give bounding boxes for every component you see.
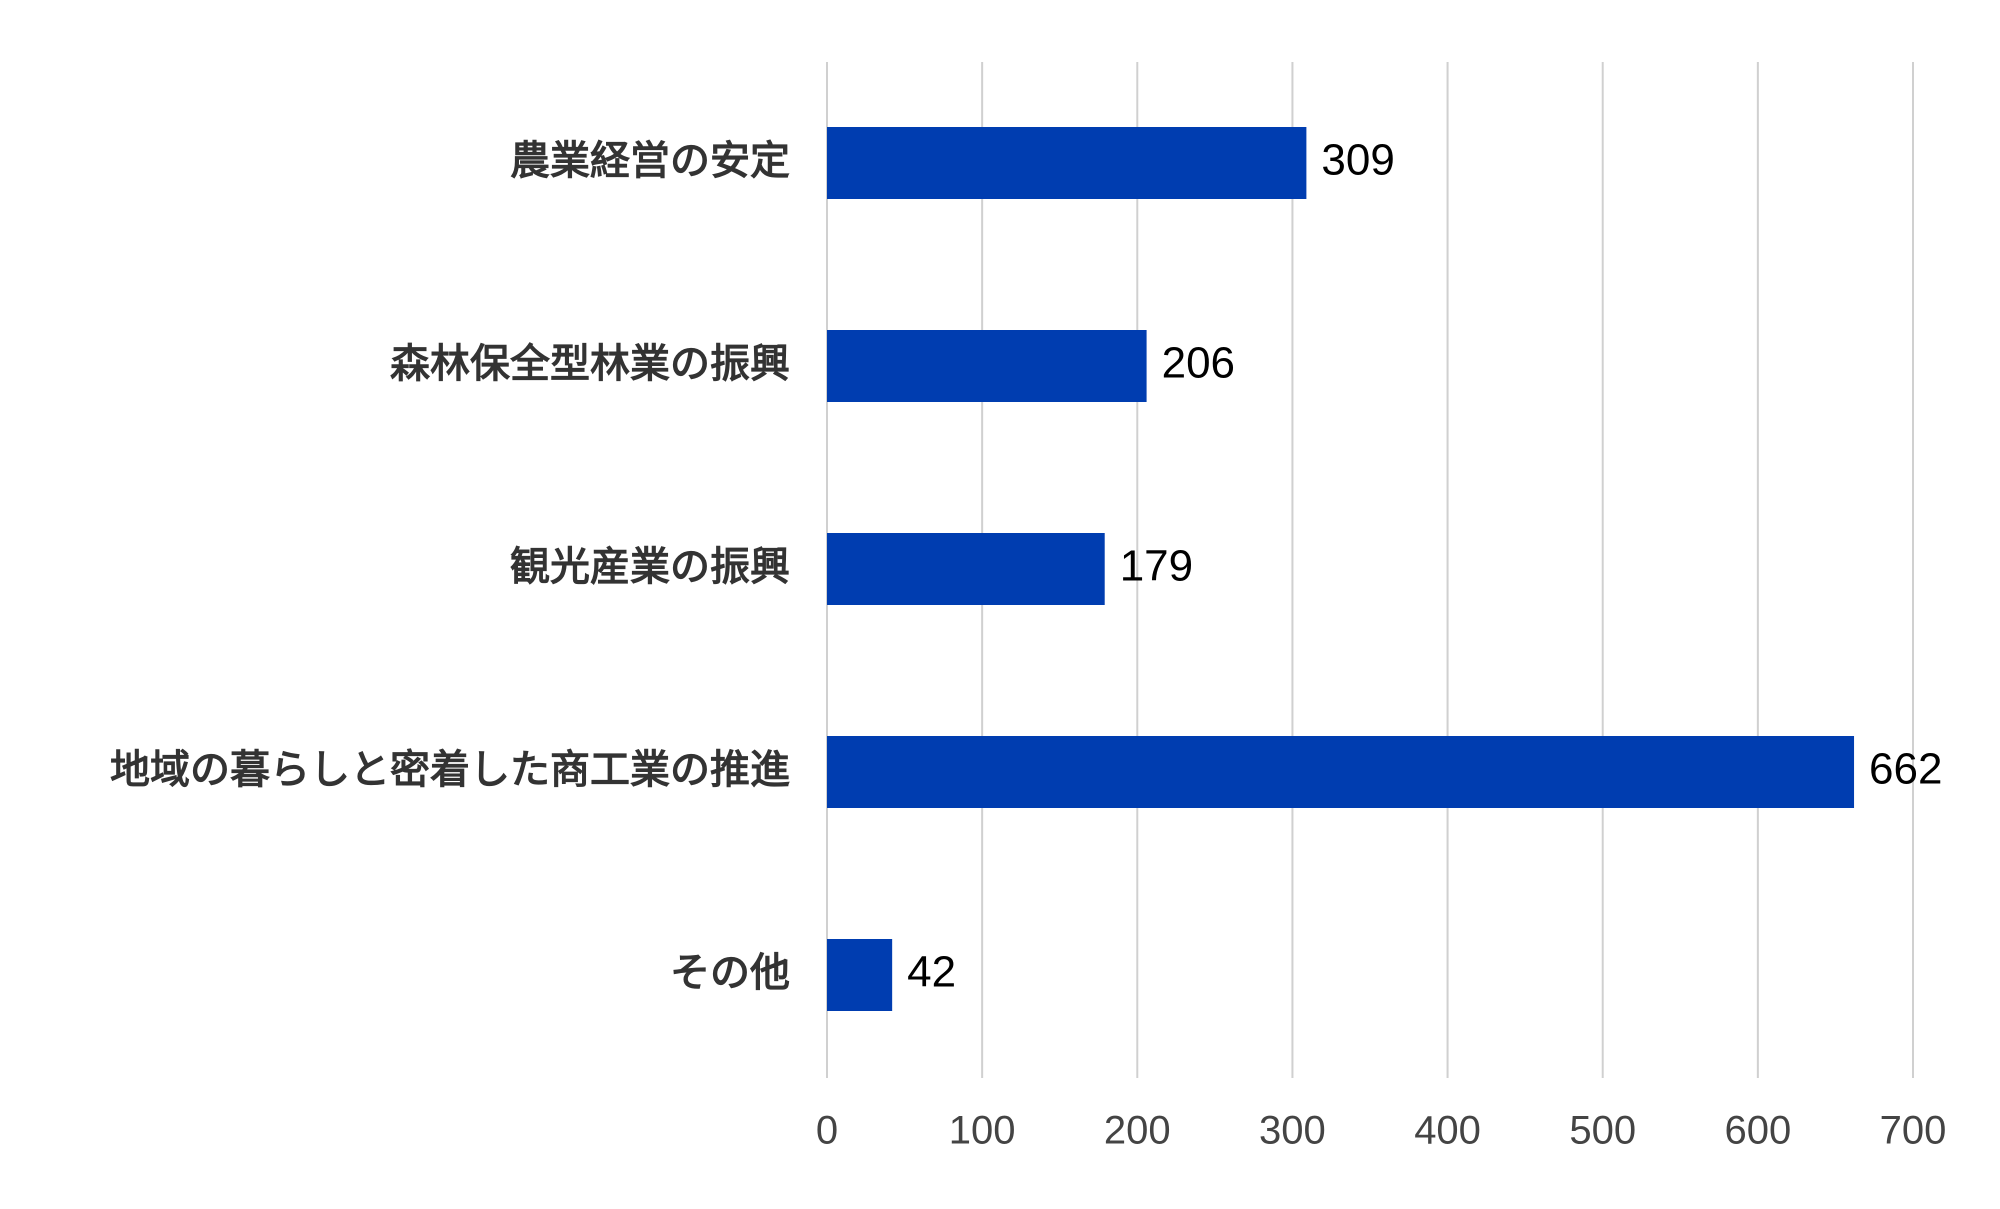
category-label: その他	[670, 950, 790, 996]
category-label: 地域の暮らしと密着した商工業の推進	[110, 747, 790, 793]
x-tick-label: 400	[1414, 1109, 1481, 1153]
category-label: 農業経営の安定	[510, 138, 790, 184]
x-axis-ticks: 0 100 200 300 400 500 600 700	[816, 1109, 1947, 1153]
bar	[827, 736, 1855, 808]
x-tick-label: 200	[1104, 1109, 1171, 1153]
x-tick-label: 300	[1259, 1109, 1326, 1153]
category-label: 観光産業の振興	[510, 544, 790, 590]
data-label: 662	[1869, 745, 1942, 794]
data-label: 42	[907, 948, 956, 997]
x-tick-label: 0	[816, 1109, 838, 1153]
bar	[827, 939, 893, 1011]
x-tick-label: 700	[1880, 1109, 1947, 1153]
bar	[827, 127, 1307, 199]
bar	[827, 330, 1147, 402]
label-layer: 農業経営の安定 309 森林保全型林業の振興 206 観光産業の振興 179 地域の暮らしと…	[110, 136, 1942, 997]
grid-layer	[826, 62, 1914, 1078]
bar	[827, 533, 1105, 605]
bar-layer	[827, 127, 1855, 1011]
x-tick-label: 100	[949, 1109, 1016, 1153]
data-label: 206	[1162, 339, 1235, 388]
category-label: 森林保全型林業の振興	[390, 341, 790, 387]
data-label: 179	[1120, 542, 1193, 591]
x-tick-label: 500	[1569, 1109, 1636, 1153]
data-label: 309	[1321, 136, 1394, 185]
x-tick-label: 600	[1724, 1109, 1791, 1153]
